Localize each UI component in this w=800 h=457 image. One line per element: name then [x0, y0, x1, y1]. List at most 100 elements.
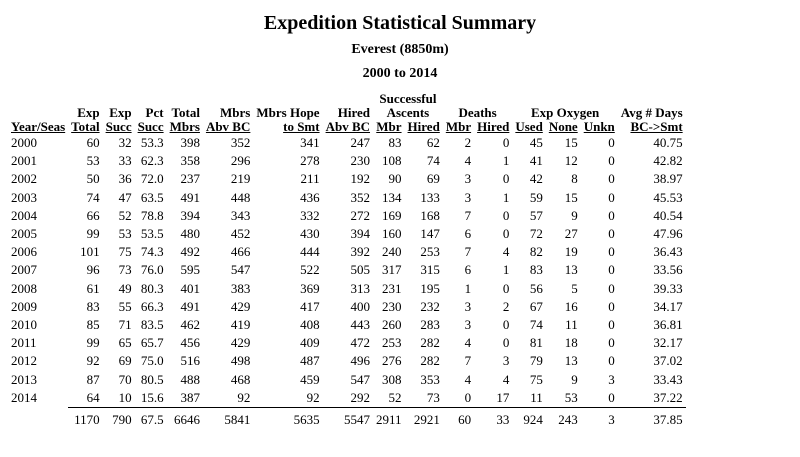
table-cell: 65.7: [140, 335, 164, 351]
table-cell: 33.43: [653, 371, 683, 387]
table-cell: 0: [608, 389, 615, 405]
table-cell: 62.3: [140, 153, 164, 169]
table-cell: 488: [180, 371, 200, 387]
table-cell: 283: [420, 316, 440, 332]
table-cell: 547: [350, 371, 371, 387]
col-header-year: Year/Seas: [11, 119, 66, 134]
table-row: 2010 85 71 83.5 462 419 408 443 260 283 3 0 74 11 0 36.…: [8, 316, 686, 334]
period-subtitle: 2000 to 2014: [362, 66, 438, 81]
table-cell: 352: [230, 135, 251, 151]
table-cell: 134: [382, 189, 402, 205]
table-cell: 443: [350, 316, 371, 332]
table-cell: 7: [464, 207, 472, 223]
table-cell: 417: [300, 298, 320, 314]
col-top: Mbrs: [220, 105, 251, 120]
table-cell: 313: [350, 280, 371, 296]
table-cell: 505: [350, 262, 371, 278]
table-cell: 392: [350, 244, 371, 260]
table-row: 2002 50 36 72.0 237 219 211 192 90 69 3 0 42 8 0 38.97: [8, 170, 686, 188]
table-cell: 19: [564, 244, 578, 260]
table-cell: 296: [230, 153, 251, 169]
table-cell: 133: [420, 189, 440, 205]
table-cell: 272: [350, 207, 371, 223]
table-cell: 78.8: [140, 207, 164, 223]
table-cell: 4: [502, 244, 510, 260]
table-cell: 492: [180, 244, 200, 260]
table-cell: 429: [230, 335, 251, 351]
table-cell: 0: [608, 153, 615, 169]
table-cell: 47: [118, 189, 132, 205]
group-deaths-label: Deaths: [458, 105, 497, 120]
total-cell: 67.5: [134, 406, 167, 432]
table-cell: 73: [118, 262, 132, 278]
table-cell: 80.5: [140, 371, 164, 387]
table-cell: 1: [502, 262, 510, 278]
table-cell: 92: [306, 389, 320, 405]
table-cell: 11: [530, 389, 543, 405]
col-header-hired-abv-bc: Abv BC: [325, 119, 371, 134]
table-cell: 90: [388, 171, 402, 187]
total-cell: 3: [580, 406, 618, 432]
table-row: 2008 61 49 80.3 401 383 369 313 231 195 1 0 56 5 0 39.3…: [8, 280, 686, 298]
table-cell: 0: [502, 135, 510, 151]
table-cell: 53: [86, 153, 100, 169]
table-cell: 247: [350, 135, 371, 151]
table-cell: 47.96: [653, 226, 683, 242]
table-cell: 278: [300, 153, 320, 169]
table-cell: 65: [118, 335, 132, 351]
table-cell: 315: [420, 262, 440, 278]
col-header-pct-succ: Succ: [137, 119, 164, 134]
table-cell: 2: [502, 298, 510, 314]
table-cell: 341: [300, 135, 320, 151]
table-cell: 394: [350, 226, 371, 242]
totals-label-cell: [8, 407, 68, 432]
group-ascents-label: Ascents: [386, 105, 430, 120]
year-cell: 2013: [11, 371, 37, 387]
table-cell: 429: [230, 298, 251, 314]
table-row: 2001 53 33 62.3 358 296 278 230 108 74 4 1 41 12 0 42.8…: [8, 152, 686, 170]
group-successful-label: Successful: [379, 91, 437, 106]
table-cell: 39.33: [653, 280, 683, 296]
table-cell: 72.0: [140, 171, 164, 187]
table-cell: 59: [529, 189, 543, 205]
table-cell: 219: [230, 171, 251, 187]
table-cell: 99: [86, 335, 100, 351]
table-cell: 282: [420, 353, 440, 369]
table-cell: 282: [420, 335, 440, 351]
table-cell: 50: [86, 171, 100, 187]
table-cell: 17: [496, 389, 510, 405]
table-cell: 169: [382, 207, 402, 223]
table-cell: 33: [118, 153, 132, 169]
total-cell: 60: [442, 406, 475, 432]
table-cell: 40.75: [653, 135, 683, 151]
table-cell: 42: [529, 171, 543, 187]
table-cell: 387: [180, 389, 200, 405]
table-cell: 253: [382, 335, 402, 351]
table-cell: 67: [529, 298, 543, 314]
table-cell: 466: [230, 244, 251, 260]
table-cell: 444: [300, 244, 320, 260]
table-cell: 0: [502, 226, 510, 242]
table-cell: 80.3: [140, 280, 164, 296]
table-cell: 456: [180, 335, 200, 351]
table-cell: 394: [180, 207, 200, 223]
col-top: Exp: [109, 105, 132, 120]
group-successful-ascents: Successful: [373, 92, 443, 106]
table-cell: 32.17: [653, 335, 683, 351]
table-cell: 74: [529, 316, 543, 332]
table-cell: 0: [608, 244, 615, 260]
year-cell: 2006: [11, 244, 37, 260]
table-cell: 260: [382, 316, 402, 332]
table-cell: 383: [230, 280, 251, 296]
total-cell: 5547: [322, 406, 374, 432]
table-cell: 160: [382, 226, 402, 242]
table-cell: 491: [180, 298, 200, 314]
year-cell: 2014: [11, 389, 37, 405]
table-cell: 53: [118, 226, 132, 242]
table-cell: 53: [564, 389, 578, 405]
col-header-death-hired: Hired: [477, 119, 510, 134]
table-cell: 99: [86, 226, 100, 242]
statistics-table: Successful Exp Exp Pct Total Mbrs Mbrs H…: [8, 92, 686, 432]
table-cell: 81: [529, 335, 543, 351]
table-cell: 240: [382, 244, 402, 260]
